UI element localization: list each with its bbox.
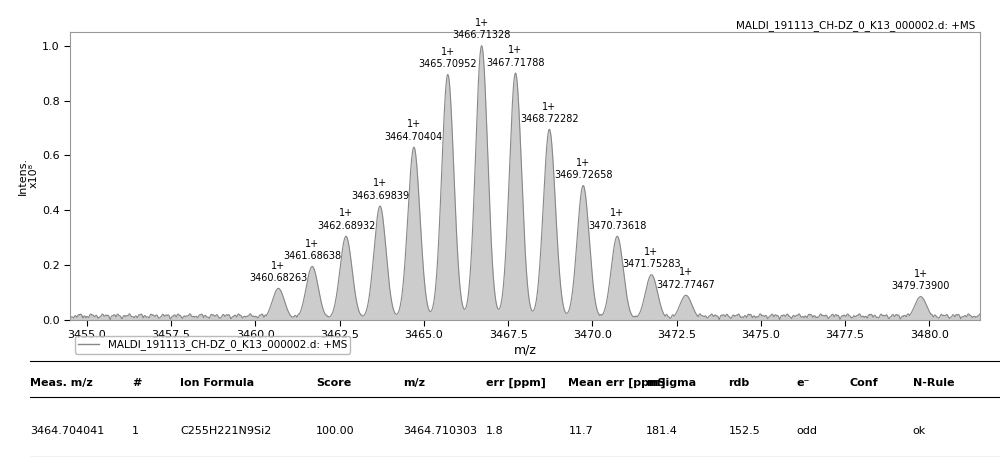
Text: 1+: 1+ — [914, 269, 928, 279]
Text: N-Rule: N-Rule — [913, 378, 954, 388]
Y-axis label: Intens.
x10⁸: Intens. x10⁸ — [17, 157, 39, 195]
Text: 1+: 1+ — [644, 247, 659, 257]
Text: 1+: 1+ — [508, 45, 523, 55]
Text: 1+: 1+ — [407, 119, 421, 129]
Text: 3461.68638: 3461.68638 — [283, 251, 341, 261]
Text: 3472.77467: 3472.77467 — [657, 280, 715, 290]
Text: Conf: Conf — [850, 378, 878, 388]
Text: 3463.69839: 3463.69839 — [351, 191, 409, 201]
Text: e⁻: e⁻ — [796, 378, 810, 388]
Text: odd: odd — [796, 426, 817, 436]
Text: 1+: 1+ — [339, 208, 353, 218]
Text: 1+: 1+ — [271, 260, 285, 271]
Text: 1+: 1+ — [475, 18, 489, 28]
Text: 3469.72658: 3469.72658 — [554, 170, 612, 180]
Text: 181.4: 181.4 — [646, 426, 678, 436]
Text: 3468.72282: 3468.72282 — [520, 114, 579, 124]
Text: 1+: 1+ — [305, 239, 319, 249]
Text: Meas. m/z: Meas. m/z — [30, 378, 93, 388]
Text: 1+: 1+ — [610, 208, 624, 218]
Text: 1: 1 — [132, 426, 139, 436]
Text: rdb: rdb — [728, 378, 750, 388]
Text: 152.5: 152.5 — [728, 426, 760, 436]
Text: mSigma: mSigma — [646, 378, 696, 388]
Text: 1+: 1+ — [441, 47, 455, 57]
Text: m/z: m/z — [403, 378, 425, 388]
Text: 3479.73900: 3479.73900 — [891, 281, 950, 291]
Text: 1.8: 1.8 — [486, 426, 504, 436]
Text: C255H221N9Si2: C255H221N9Si2 — [180, 426, 272, 436]
Text: err [ppm]: err [ppm] — [486, 377, 546, 388]
Text: 11.7: 11.7 — [568, 426, 593, 436]
Text: 1+: 1+ — [373, 178, 387, 188]
Text: Mean err [ppm]: Mean err [ppm] — [568, 377, 666, 388]
Text: 1+: 1+ — [576, 158, 590, 168]
Text: 3464.70404: 3464.70404 — [385, 132, 443, 142]
Text: 3471.75283: 3471.75283 — [622, 259, 681, 269]
Text: 1+: 1+ — [679, 267, 693, 277]
Text: 3464.710303: 3464.710303 — [403, 426, 477, 436]
Text: Score: Score — [316, 378, 351, 388]
Text: 3462.68932: 3462.68932 — [317, 221, 375, 231]
Text: ok: ok — [913, 426, 926, 436]
Text: 3466.71328: 3466.71328 — [452, 30, 511, 40]
Text: 3464.704041: 3464.704041 — [30, 426, 104, 436]
Text: 3467.71788: 3467.71788 — [486, 58, 545, 68]
X-axis label: m/z: m/z — [514, 343, 536, 356]
Text: MALDI_191113_CH-DZ_0_K13_000002.d: +MS: MALDI_191113_CH-DZ_0_K13_000002.d: +MS — [736, 20, 975, 31]
Text: 1+: 1+ — [542, 101, 556, 112]
Text: 3460.68263: 3460.68263 — [249, 273, 308, 283]
Legend: MALDI_191113_CH-DZ_0_K13_000002.d: +MS: MALDI_191113_CH-DZ_0_K13_000002.d: +MS — [75, 336, 350, 354]
Text: 3465.70952: 3465.70952 — [418, 59, 477, 69]
Text: Ion Formula: Ion Formula — [180, 378, 254, 388]
Text: 3470.73618: 3470.73618 — [588, 221, 646, 231]
Text: 100.00: 100.00 — [316, 426, 355, 436]
Text: #: # — [132, 378, 141, 388]
